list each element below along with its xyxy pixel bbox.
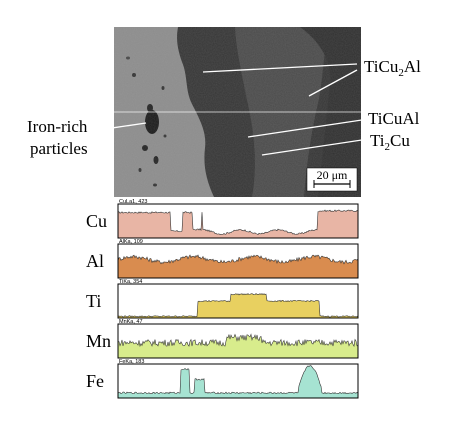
- element-label: Cu: [86, 211, 107, 231]
- linescan-fe: FeKa, 183 Fe: [86, 359, 359, 399]
- linescan-frame: [117, 363, 359, 399]
- scale-bar-label: 20 μm: [317, 168, 348, 182]
- linescan-profile: [117, 365, 359, 399]
- linescan-caption: FeKa, 183: [119, 359, 144, 365]
- linescan-profile: [117, 209, 359, 239]
- element-label: Al: [86, 251, 104, 271]
- label-ti2cu: Ti2Cu: [370, 131, 410, 153]
- linescan-ti: TiKa, 354 Ti: [86, 279, 359, 319]
- label-iron-rich-1: Iron-rich: [27, 117, 88, 136]
- linescan-caption: TiKa, 354: [119, 279, 142, 285]
- linescan-mn: MnKa, 47 Mn: [86, 319, 359, 359]
- linescan-caption: CuLa1, 423: [119, 199, 147, 205]
- linescan-profile: [117, 333, 359, 359]
- linescan-cu: CuLa1, 423 Cu: [86, 199, 359, 239]
- label-ticual: TiCuAl: [368, 109, 420, 128]
- linescan-caption: MnKa, 47: [119, 319, 143, 325]
- linescan-profile: [117, 254, 359, 279]
- linescan-frame: [117, 323, 359, 359]
- linescan-caption: AlKa, 109: [119, 239, 143, 245]
- linescan-al: AlKa, 109 Al: [86, 239, 359, 279]
- linescan-frame: [117, 243, 359, 279]
- linescan-frame: [117, 283, 359, 319]
- label-iron-rich-2: particles: [30, 139, 88, 158]
- element-label: Mn: [86, 331, 111, 351]
- linescan-panel: CuLa1, 423 Cu AlKa, 109 Al TiKa, 354 Ti MnKa, …: [86, 199, 359, 399]
- sem-micrograph: 20 μm: [114, 27, 361, 197]
- linescan-profile: [117, 293, 359, 319]
- element-label: Fe: [86, 371, 104, 391]
- linescan-frame: [117, 203, 359, 239]
- element-label: Ti: [86, 291, 101, 311]
- label-ticu2al: TiCu2Al: [364, 57, 421, 79]
